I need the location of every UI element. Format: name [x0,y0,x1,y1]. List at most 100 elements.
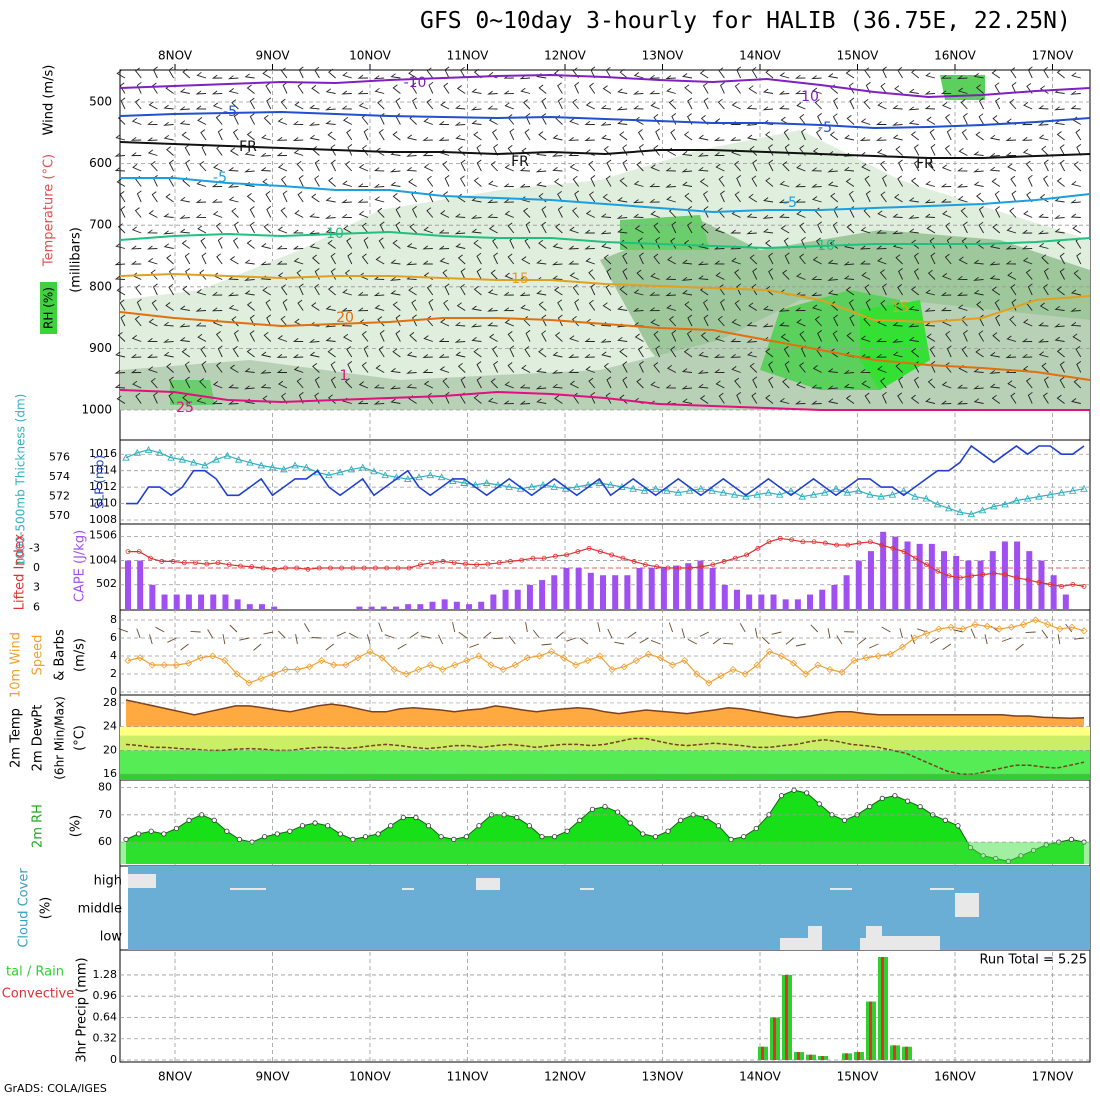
wind-barb [276,137,288,141]
wind-barb [638,252,644,265]
cloud-block [476,878,500,890]
wind10-speed-line [127,619,1085,684]
wind-barb [684,301,693,311]
wind-barb [782,161,790,172]
wind-barb [718,392,725,404]
thickness-point [933,500,942,508]
lifted-index-point [1002,572,1008,577]
thickness-point [595,479,604,486]
wind-barb [795,90,806,95]
wind-barb [455,134,466,141]
cape-bar [575,568,582,609]
wind10-barb [917,628,927,633]
cape-bar [721,584,728,609]
wind-barb [829,131,839,141]
wind-barb [229,256,239,265]
wind-barb [262,70,272,79]
lifted-index-point [710,562,716,568]
wind-barb [730,229,741,234]
slp-line [126,444,1085,505]
wind-barb [601,243,612,249]
wind-barb [390,73,401,79]
wind-barb [634,225,644,234]
wind-barb [799,362,806,373]
wind-barb [665,183,676,188]
wind-barb [147,338,158,342]
wind-barb [714,152,725,156]
wind-barb [346,129,353,141]
wind-barb [1072,333,1082,342]
wind-barb [622,268,628,280]
wind-barb [491,129,498,141]
wind-barb [357,183,369,188]
wind-barb [892,322,903,327]
wind-barb [136,190,142,203]
wind-barb [668,99,677,110]
wind10-speed-point [596,652,604,660]
wind-barb [1073,269,1082,280]
cape-bar [356,606,363,609]
rh-tick-label: 60 [98,835,112,848]
wind-barb [357,291,369,296]
wind-barb [246,301,255,311]
wind-barb [817,330,823,342]
wind-barb [940,292,952,296]
rh-point [312,820,318,826]
wind-barb [406,369,417,374]
wind10-barb [1057,634,1061,645]
rh-point [741,834,747,840]
wind-barb [633,180,644,187]
wind-barb [622,361,628,373]
wind-barb [632,199,644,204]
wind-barb [880,82,887,94]
wind-barb [298,175,304,187]
wind-barb [231,207,239,218]
wind-barb [471,88,482,94]
wind-barb [746,134,757,141]
cape-bar [673,565,680,609]
thickness-point [877,492,885,500]
thickness-point [798,492,806,500]
wind-barb [493,144,499,156]
lifted-index-point [856,540,862,546]
wind10-barb [687,639,697,645]
wind-barb [438,354,450,358]
wind-barb [782,378,790,389]
wind-barb [699,178,709,187]
rh-point [362,834,369,840]
wind-barb [150,161,158,172]
lifted-index-point [834,542,839,548]
wind-barb [924,90,936,95]
wind-barb [1038,105,1049,110]
rh-point [425,823,432,829]
wind-barb [476,159,482,172]
wind-barb [373,275,385,280]
wind-barb [957,275,968,280]
wind-barb [799,114,806,125]
lifted-index-point [665,565,671,571]
wind-barb [637,237,644,249]
wind-barb [363,128,369,141]
wind10-speed-point [681,656,689,665]
wind-barb [671,330,677,342]
wind-barb [227,75,239,80]
day-label-bottom: 11NOV [447,1070,489,1084]
wind10-tick-label: 4 [110,649,117,662]
wind-barb [778,307,790,312]
thickness-line [125,449,1085,515]
wind-barb [341,199,352,204]
wind-barb [390,181,401,187]
wind-barb [991,394,1001,404]
wind-barb [292,137,304,142]
thickness-point [730,490,739,498]
wind10-speed-point [693,670,701,678]
wind-barb [1076,252,1082,265]
wind-barb [422,137,433,141]
wind-barb [910,131,920,141]
wind-barb [991,178,1001,187]
wind-barb [703,299,709,311]
wind-barb [440,318,450,327]
isotherm-10 [119,230,1091,250]
wind-barb [1043,159,1049,172]
wind-barb [752,376,758,389]
